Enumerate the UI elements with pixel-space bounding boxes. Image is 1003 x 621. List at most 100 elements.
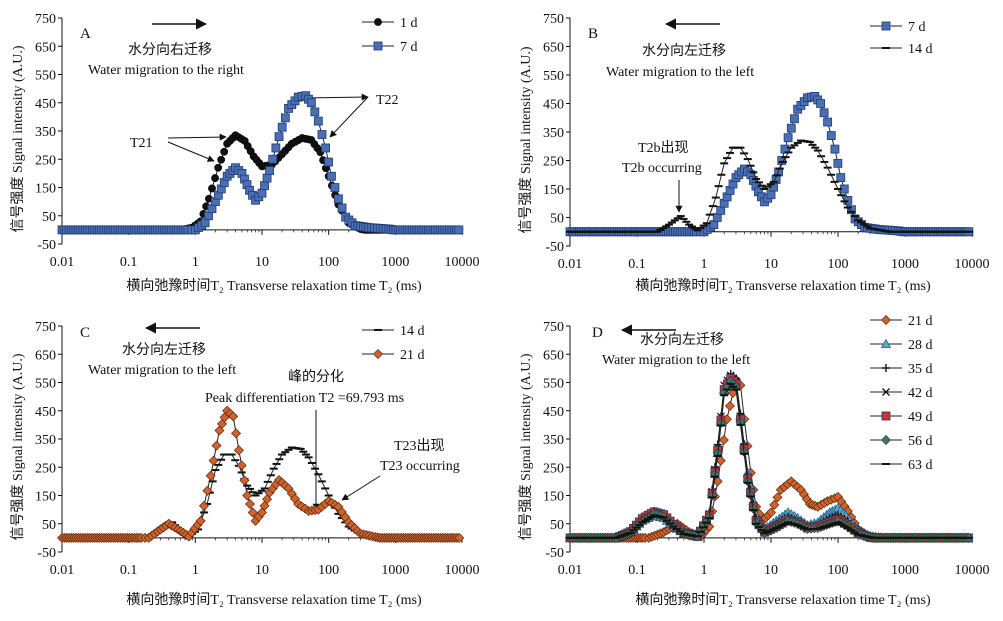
x-tick-label: 10000	[445, 255, 480, 270]
legend-entry: 7 d	[870, 20, 926, 35]
y-tick-label: 50	[550, 212, 564, 227]
panel-c-letter: C	[80, 325, 90, 341]
y-axis-title: 信号强度 Signal intensity (A.U.)	[518, 353, 534, 540]
data-point	[836, 173, 846, 183]
data-point	[766, 190, 776, 200]
x-axis-title: 横向弛豫时间T₂ Transverse relaxation time T₂ (…	[126, 278, 422, 294]
legend-marker	[881, 435, 891, 445]
y-tick-label: 550	[543, 69, 564, 84]
x-tick-label: 1	[192, 255, 199, 270]
legend-entry: 42 d	[870, 386, 933, 401]
legend-entry: 35 d	[870, 362, 933, 377]
panel-c-t23-arrow	[341, 475, 381, 501]
panel-c-migration-en: Water migration to the left	[88, 363, 236, 378]
data-point	[816, 99, 826, 108]
x-axis-title: 横向弛豫时间T₂ Transverse relaxation time T₂ (…	[635, 592, 931, 608]
panel-c-peak-cn: 峰的分化	[288, 369, 344, 385]
legend-entry: 56 d	[870, 434, 933, 449]
x-tick-label: 10	[255, 563, 269, 578]
panel-d-annotations: D 水分向左迁移 Water migration to the left	[592, 324, 750, 368]
y-tick-label: 150	[543, 490, 564, 505]
legend-marker	[881, 21, 891, 31]
data-point	[198, 500, 209, 511]
legend-marker	[373, 349, 383, 359]
x-tick-label: 10	[764, 257, 778, 272]
x-tick-label: 0.1	[628, 257, 646, 272]
panel-a-t21-label: T21	[130, 136, 153, 151]
data-point	[211, 174, 219, 182]
x-tick-label: 1000	[891, 563, 919, 578]
data-point	[327, 171, 336, 181]
x-tick-label: 10000	[445, 563, 480, 578]
x-axis-title: 横向弛豫时间T₂ Transverse relaxation time T₂ (…	[635, 278, 931, 294]
y-tick-label: 450	[35, 97, 56, 112]
data-point	[268, 154, 278, 164]
data-point	[718, 434, 729, 445]
y-tick-label: -50	[545, 240, 564, 255]
data-point	[257, 188, 267, 198]
panel-b-annotations: B 水分向左迁移 Water migration to the left T2b…	[588, 18, 754, 213]
legend-label: 7 d	[908, 20, 926, 35]
y-tick-label: 650	[543, 41, 564, 56]
data-point	[242, 490, 253, 501]
panel-c-peak-en: Peak differentiation T2 =69.793 ms	[205, 391, 404, 406]
data-point	[217, 418, 228, 429]
data-point	[202, 485, 213, 496]
panel-b-t2b-cn: T2b出现	[638, 140, 689, 156]
panel-c-t23-en: T23 occurring	[380, 459, 460, 474]
x-tick-label: 0.01	[558, 257, 583, 272]
data-point	[239, 475, 250, 486]
legend-marker	[374, 18, 382, 26]
x-tick-label: 0.1	[120, 563, 138, 578]
legend-marker	[880, 338, 892, 348]
panel-c-plot: -50 50 150 250 350 450 550 650 750 0.01 0.1 1 10 100 1…	[10, 320, 480, 608]
y-tick-label: 550	[543, 377, 564, 392]
legend-entry: 1 d	[362, 16, 418, 31]
legend-marker	[882, 364, 890, 372]
panel-a-t21-arrow-1	[167, 133, 227, 141]
data-point	[271, 143, 281, 153]
data-point	[769, 499, 780, 510]
data-point	[280, 113, 290, 123]
legend-label: 21 d	[908, 314, 933, 329]
data-point	[208, 184, 216, 193]
data-point	[317, 130, 327, 139]
panel-b-migration-en: Water migration to the left	[606, 65, 754, 80]
x-tick-label: 1000	[891, 257, 919, 272]
y-tick-label: 350	[543, 433, 564, 448]
legend-entry: 63 d	[870, 458, 933, 473]
data-point	[313, 116, 323, 126]
x-tick-label: 0.1	[628, 563, 646, 578]
y-tick-label: -50	[37, 238, 56, 253]
data-point	[277, 122, 287, 132]
data-point	[220, 147, 229, 156]
panel-d-migration-en: Water migration to the left	[602, 353, 750, 368]
data-point	[214, 425, 225, 436]
data-point	[265, 166, 274, 175]
data-point	[244, 498, 255, 509]
data-point	[236, 460, 247, 471]
data-point	[823, 117, 833, 127]
data-point	[208, 455, 219, 466]
panel-a-t22-label: T22	[376, 93, 399, 108]
legend-label: 35 d	[908, 362, 933, 377]
x-tick-label: 1	[701, 563, 708, 578]
legend-label: 42 d	[908, 386, 933, 401]
panel-c-migration-cn: 水分向左迁移	[122, 342, 206, 358]
panel-a-letter: A	[80, 26, 91, 42]
legend-label: 63 d	[908, 458, 933, 473]
data-point	[205, 470, 216, 481]
data-point	[306, 98, 316, 108]
legend-entry: 7 d	[362, 40, 418, 55]
data-point	[211, 440, 222, 451]
data-point	[259, 500, 270, 511]
y-tick-label: 750	[543, 12, 564, 27]
data-point	[330, 183, 340, 192]
legend-entry: 14 d	[870, 42, 933, 57]
data-point	[214, 163, 223, 172]
x-tick-label: 1	[192, 563, 199, 578]
legend-marker	[373, 41, 383, 51]
legend-marker	[881, 315, 891, 325]
legend-entry: 21 d	[870, 314, 933, 329]
